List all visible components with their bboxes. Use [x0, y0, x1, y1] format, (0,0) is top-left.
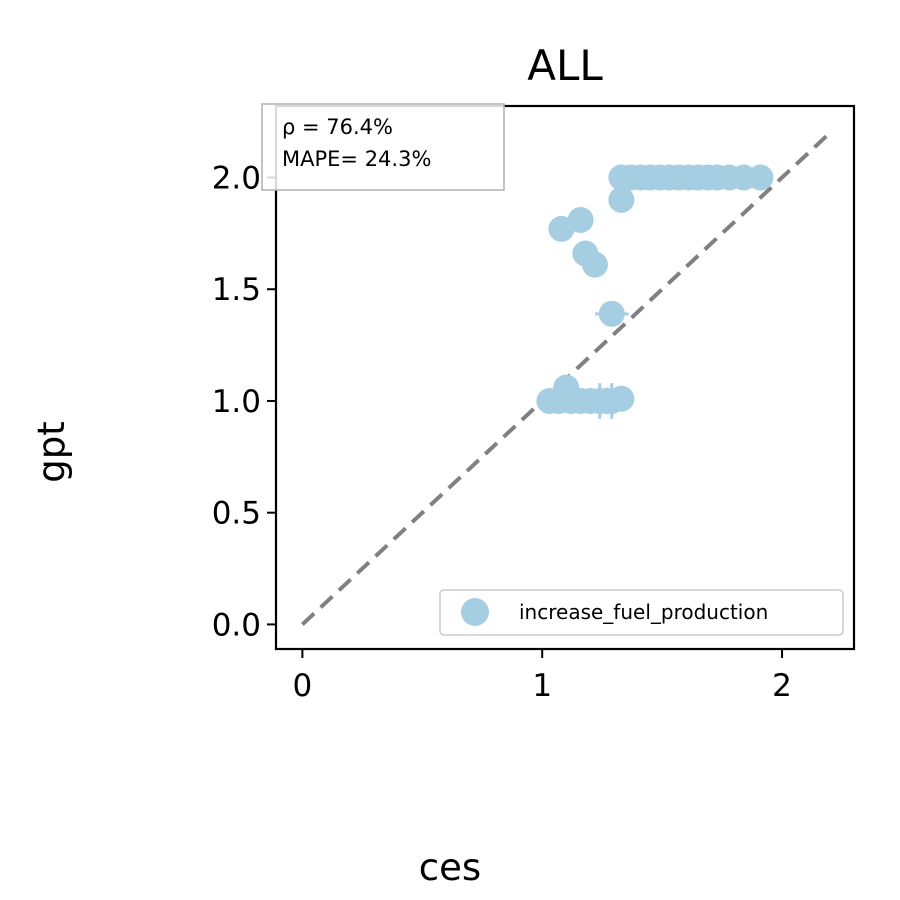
- x-axis-ticks: 0 1 2: [293, 649, 792, 704]
- rho-annotation: ρ = 76.4%: [282, 115, 393, 139]
- data-point: [747, 164, 774, 191]
- x-tick-label: 2: [772, 668, 792, 704]
- x-axis-title: ces: [419, 846, 481, 889]
- y-tick-label: 2.0: [212, 161, 261, 197]
- plot-area: [276, 106, 854, 649]
- stats-box: ρ = 76.4% MAPE= 24.3%: [261, 103, 505, 191]
- legend: increase_fuel_production: [439, 589, 844, 636]
- data-point: [608, 385, 635, 412]
- y-axis-title: gpt: [30, 421, 73, 482]
- y-tick-label: 0.5: [212, 496, 261, 532]
- y-axis-ticks: 0.0 0.5 1.0 1.5 2.0: [212, 161, 276, 643]
- legend-marker: [461, 598, 489, 626]
- data-points: [536, 164, 774, 414]
- x-tick-label: 0: [293, 668, 313, 704]
- y-tick-label: 0.0: [212, 607, 261, 643]
- x-tick-label: 1: [532, 668, 552, 704]
- mape-annotation: MAPE= 24.3%: [282, 147, 431, 171]
- legend-frame: [439, 589, 844, 636]
- y-tick-label: 1.5: [212, 272, 261, 308]
- chart-title: ALL: [527, 41, 603, 90]
- data-point: [598, 300, 625, 327]
- data-point: [548, 215, 575, 242]
- stats-box-background: [261, 103, 505, 191]
- legend-label: increase_fuel_production: [519, 600, 768, 624]
- plot-frame: [274, 104, 856, 651]
- y-tick-label: 1.0: [212, 384, 261, 420]
- data-point: [608, 186, 635, 213]
- data-point: [581, 251, 608, 278]
